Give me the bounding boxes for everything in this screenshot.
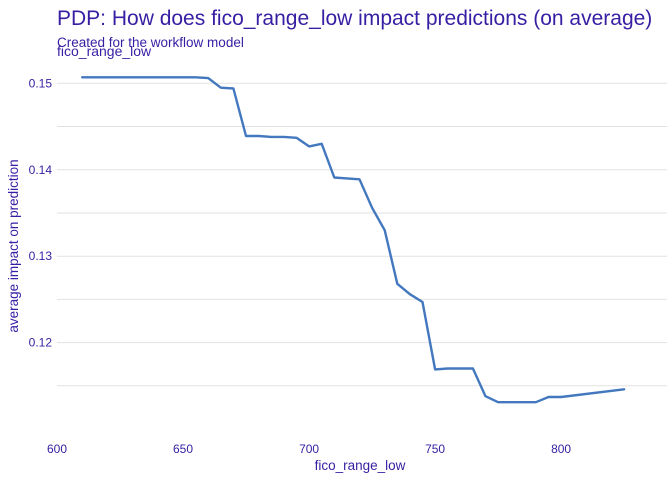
y-axis-label: average impact on prediction — [6, 159, 21, 332]
x-tick-label: 600 — [47, 442, 67, 456]
gridlines — [57, 82, 667, 387]
y-tick-label: 0.15 — [29, 76, 53, 90]
x-tick-label: 800 — [551, 442, 571, 456]
chart-subtitle: Created for the workflow model — [57, 35, 244, 50]
x-axis-label: fico_range_low — [315, 458, 406, 473]
pdp-line-0 — [80, 76, 626, 404]
x-tick-label: 650 — [173, 442, 193, 456]
facet-strip-label: fico_range_low — [57, 43, 152, 59]
x-tick-label: 750 — [425, 442, 445, 456]
y-tick-label: 0.13 — [29, 249, 53, 263]
x-axis-ticks: 600 650 700 750 800 — [47, 442, 571, 456]
y-tick-label: 0.14 — [29, 163, 53, 177]
series-layer — [80, 76, 626, 404]
y-tick-label: 0.12 — [29, 336, 53, 350]
chart-title: PDP: How does fico_range_low impact pred… — [57, 7, 652, 30]
y-axis-ticks: 0.12 0.13 0.14 0.15 — [29, 76, 53, 349]
x-tick-label: 700 — [299, 442, 319, 456]
